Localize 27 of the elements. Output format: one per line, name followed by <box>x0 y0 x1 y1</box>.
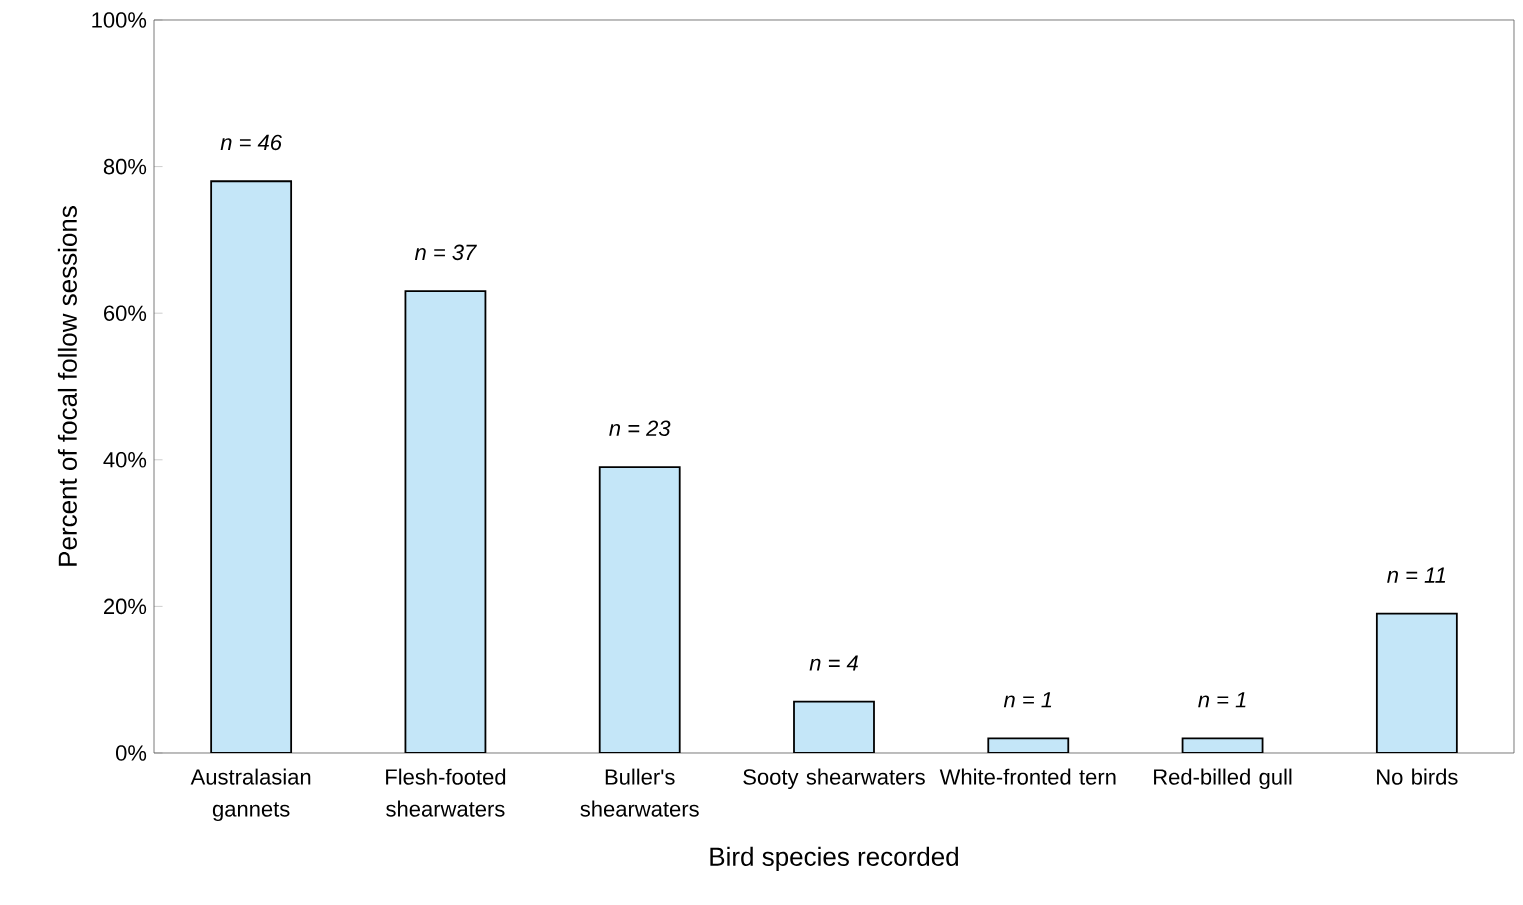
annotation: n = 1 <box>1198 692 1246 708</box>
y-tick-label: 60% <box>104 305 147 321</box>
annotation: n = 1 <box>1003 692 1052 708</box>
x-tick-label: White-fronted tern <box>939 768 1116 785</box>
bar <box>598 466 681 753</box>
x-tick-label: Australasian gannets <box>190 768 311 822</box>
x-tick-label: Red-billed gull <box>1154 768 1292 790</box>
x-tick-label: Sooty shearwaters <box>743 768 925 790</box>
x-axis-title: Bird species recorded <box>710 846 958 872</box>
bar <box>210 180 293 753</box>
bar <box>793 700 875 753</box>
y-tick-label: 0% <box>115 745 147 761</box>
annotation: n = 46 <box>220 134 283 151</box>
x-tick-label: Buller's shearwaters <box>580 768 699 817</box>
annotation: n = 4 <box>809 655 858 671</box>
annotation: n = 37 <box>414 244 477 261</box>
x-tick-label: No birds <box>1377 768 1458 785</box>
bar <box>404 290 487 753</box>
bar <box>1375 612 1458 753</box>
y-tick-label: 20% <box>104 598 147 615</box>
annotation: n = 11 <box>1387 567 1446 583</box>
x-tick-label: Flesh-footed shearwaters <box>386 768 506 817</box>
y-axis-title: Percent of focal follow sessions <box>57 206 77 566</box>
annotation: n = 23 <box>609 420 671 437</box>
y-tick-label: 80% <box>103 158 147 175</box>
y-tick-label: 100% <box>92 12 147 28</box>
y-tick-label: 40% <box>103 452 147 468</box>
